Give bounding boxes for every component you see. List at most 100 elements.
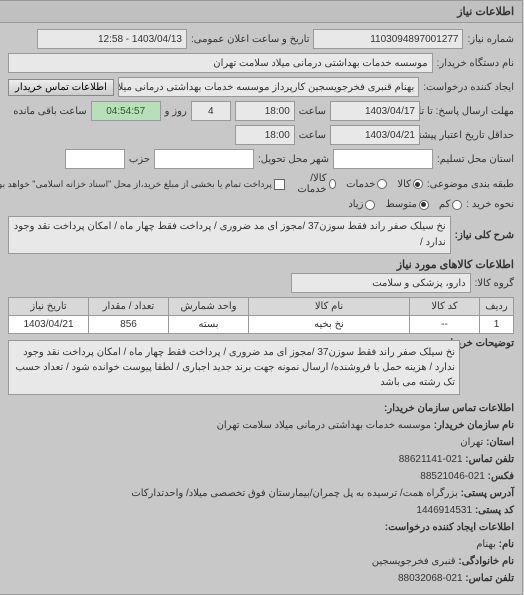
row-location: استان محل تسلیم: شهر محل تحویل: حزب [9,149,515,169]
buyer-notes-value: نخ سیلک صفر راند فقط سوزن37 /مجوز ای مد … [9,340,461,395]
req-creator-title: اطلاعات ایجاد کننده درخواست: [9,520,515,536]
treasury-note: پرداخت تمام یا بخشی از مبلغ خرید،از محل … [0,179,273,190]
panel-title: اطلاعات نیاز [1,1,523,23]
freight-label: حزب [130,154,151,165]
radio-low[interactable]: کم [440,199,463,210]
treasury-checkbox-item[interactable]: پرداخت تمام یا بخشی از مبلغ خرید،از محل … [0,179,286,190]
radio-khadamat[interactable]: خدمات [347,179,388,190]
contact-phone2-label: تلفن تماس: [466,573,515,584]
time-label-1: ساعت [300,106,327,117]
cell-name: نخ بخیه [250,316,411,334]
contact-name-label: نام: [500,539,515,550]
buyer-org-value: موسسه خدمات بهداشتی درمانی میلاد سلامت ت… [9,53,434,73]
radio-kala-khadamat-circle [330,179,338,189]
treasury-checkbox [275,179,286,190]
need-info-panel: اطلاعات نیاز شماره نیاز: 110309489700127… [0,0,524,595]
contact-phone2-line: تلفن تماس: 021-88032068 [9,571,515,587]
radio-kala-label: کالا [398,179,412,190]
col-date: تاریخ نیاز [10,298,90,316]
col-code: کد کالا [411,298,481,316]
contact-address-label: آدرس پستی: [462,488,515,499]
panel-body: شماره نیاز: 1103094897001277 تاریخ و ساع… [1,23,523,594]
city-select[interactable] [155,149,255,169]
radio-mid[interactable]: متوسط [386,199,429,210]
contact-province-value: تهران [461,437,484,448]
row-price-deadline: حداقل تاریخ اعتبار پیشنهاد: تا تاریخ: 14… [9,125,515,145]
subject-type-label: طبقه بندی موضوعی: [428,179,515,190]
goods-table-head: ردیف کد کالا نام کالا واحد شمارش تعداد /… [10,298,515,316]
cell-code: -- [411,316,481,334]
row-subject-type: طبقه بندی موضوعی: کالا خدمات کالا/خدمات … [9,173,515,195]
col-qty: تعداد / مقدار [90,298,170,316]
requester-label: ایجاد کننده درخواست: [424,82,515,93]
reply-deadline-label: مهلت ارسال پاسخ: تا تاریخ: [425,106,515,117]
countdown-sep: روز و [166,106,188,117]
radio-kala-khadamat-label: کالا/خدمات [296,173,328,195]
need-number-label: شماره نیاز: [468,34,515,45]
contact-postcode-line: کد پستی: 1446914531 [9,503,515,519]
cell-qty: 856 [90,316,170,334]
contact-province-label: استان: [487,437,515,448]
contact-surname-label: نام خانوادگی: [459,556,515,567]
table-row[interactable]: 1 -- نخ بخیه بسته 856 1403/04/21 [10,316,515,334]
radio-low-circle [453,200,463,210]
contact-phone-line: تلفن تماس: 021-88621141 [9,452,515,468]
contact-section: اطلاعات تماس سازمان خریدار: نام سازمان خ… [9,401,515,587]
countdown-time: 04:54:57 [92,101,162,121]
contact-phone-value: 021-88621141 [400,454,464,465]
price-time-value: 18:00 [236,125,296,145]
radio-khadamat-circle [378,179,388,189]
col-unit: واحد شمارش [170,298,250,316]
priority-label: نحوه خرید : [467,199,515,210]
radio-kala-khadamat[interactable]: کالا/خدمات [296,173,337,195]
contact-postcode-value: 1446914531 [417,505,473,516]
pub-date-value: 1403/04/13 - 12:58 [38,29,188,49]
buyer-contact-button[interactable]: اطلاعات تماس خریدار [9,79,115,96]
contact-org-label: نام سازمان خریدار: [435,420,515,431]
radio-khadamat-label: خدمات [347,179,376,190]
row-requester: ایجاد کننده درخواست: بهنام قنبری فخرجویس… [9,77,515,97]
time-label-2: ساعت [300,130,327,141]
need-desc-label: شرح کلی نیاز: [456,230,515,241]
contact-surname-line: نام خانوادگی: قنبری فخرجویسجین [9,554,515,570]
freight-select[interactable] [66,149,126,169]
radio-high-label: زیاد [349,199,364,210]
province-label: استان محل تسلیم: [438,154,515,165]
contact-fax-value: 021-88521046 [421,471,486,482]
pub-date-label: تاریخ و ساعت اعلان عمومی: [192,34,311,45]
countdown-days: 4 [192,101,232,121]
need-number-value: 1103094897001277 [314,29,464,49]
contact-fax-label: فکس: [489,471,515,482]
radio-high[interactable]: زیاد [349,199,376,210]
contact-surname-value: قنبری فخرجویسجین [373,556,457,567]
province-select[interactable] [334,149,434,169]
cell-date: 1403/04/21 [10,316,90,334]
requester-value: بهنام قنبری فخرجویسجین کارپرداز موسسه خد… [119,77,420,97]
contact-org-line: نام سازمان خریدار: موسسه خدمات بهداشتی د… [9,418,515,434]
reply-time-value: 18:00 [236,101,296,121]
row-buyer-org: نام دستگاه خریدار: موسسه خدمات بهداشتی د… [9,53,515,73]
need-desc-value: نخ سیلک صفر راند فقط سوزن37 /مجوز ای مد … [9,216,452,254]
contact-org-value: موسسه خدمات بهداشتی درمانی میلاد سلامت ت… [218,420,432,431]
radio-low-label: کم [440,199,451,210]
price-date-value: 1403/04/21 [331,125,421,145]
remaining-label: ساعت باقی مانده [14,106,87,117]
goods-group-value: دارو، پزشکی و سلامت [292,273,472,293]
radio-kala-circle [414,179,424,189]
buyer-notes-label: توضیحات خریدار: [465,338,515,349]
row-priority: نحوه خرید : کم متوسط زیاد [9,199,515,210]
price-deadline-label: حداقل تاریخ اعتبار پیشنهاد: تا تاریخ: [425,130,515,141]
goods-group-label: گروه کالا: [476,278,515,289]
radio-mid-label: متوسط [386,199,417,210]
contact-province-line: استان: تهران [9,435,515,451]
contact-name-value: بهنام [477,539,497,550]
contact-phone-label: تلفن تماس: [466,454,515,465]
city-label: شهر محل تحویل: [259,154,330,165]
goods-table-body: 1 -- نخ بخیه بسته 856 1403/04/21 [10,316,515,334]
reply-date-value: 1403/04/17 [331,101,421,121]
goods-section-title: اطلاعات کالاهای مورد نیاز [9,258,515,271]
contact-postcode-label: کد پستی: [476,505,515,516]
radio-mid-circle [420,200,430,210]
subject-type-radio-group: کالا خدمات کالا/خدمات [296,173,424,195]
radio-kala[interactable]: کالا [398,179,424,190]
